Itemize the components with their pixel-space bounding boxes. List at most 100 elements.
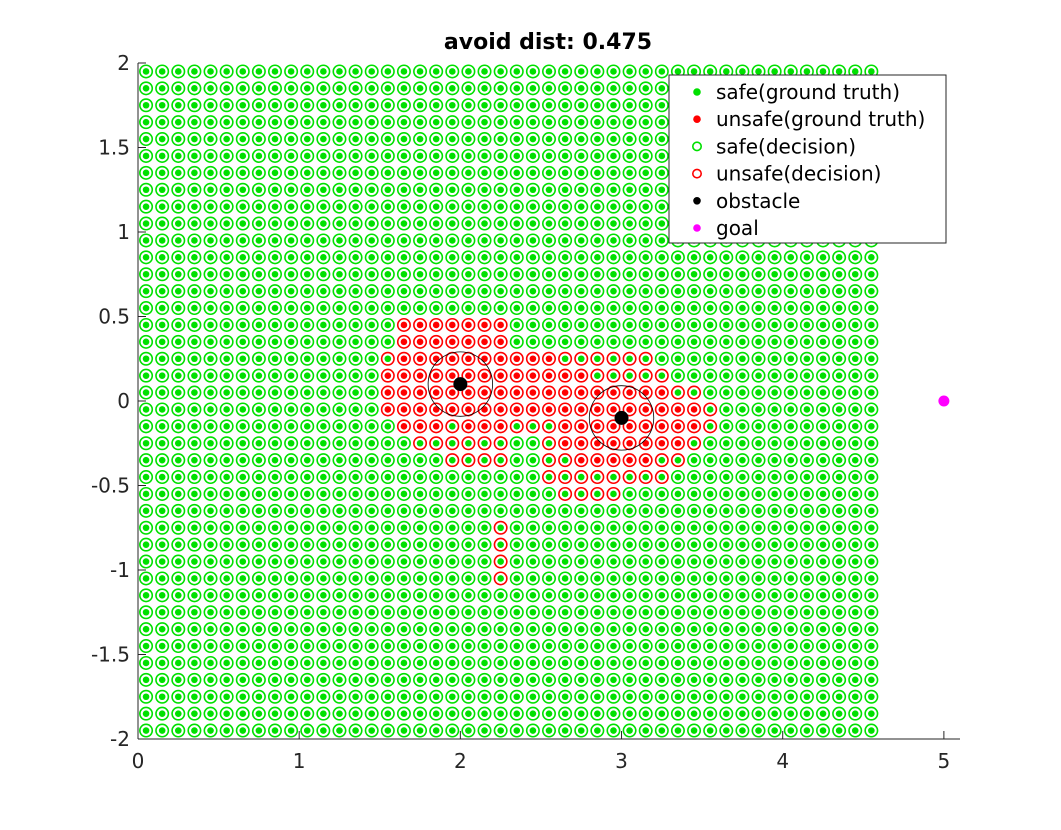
ground-truth-dot [448,287,456,295]
ground-truth-dot [352,558,359,565]
ground-truth-dot [384,456,392,464]
ground-truth-dot [545,642,553,650]
ground-truth-dot [400,287,408,295]
decision-ring [235,537,250,552]
decision-ring [687,436,702,451]
ground-truth-dot [626,473,633,481]
ground-truth-dot [545,625,553,633]
ground-truth-dot [384,338,392,346]
ground-truth-dot [771,68,778,75]
ground-truth-dot [851,642,859,650]
ground-truth-dot [384,118,392,126]
ground-truth-dot [722,524,730,532]
ground-truth-dot [739,338,746,346]
decision-ring [783,503,798,518]
ground-truth-dot [755,321,762,329]
decision-ring [380,267,395,282]
decision-ring [654,98,669,113]
decision-ring [235,655,250,670]
decision-ring [316,470,331,485]
ground-truth-dot [174,507,182,515]
ground-truth-dot [207,389,214,396]
ground-truth-dot [497,372,504,379]
ground-truth-dot [771,473,778,481]
decision-ring [461,334,476,349]
ground-truth-dot [803,541,811,548]
ground-truth-dot [690,625,698,633]
decision-ring [687,402,702,417]
decision-ring [783,706,798,721]
ground-truth-dot [368,270,376,278]
decision-ring [606,250,621,265]
decision-ring [558,368,573,383]
decision-ring [332,64,347,79]
ground-truth-dot [851,439,859,447]
ground-truth-dot [642,372,650,379]
decision-ring [284,301,299,316]
decision-ring [445,165,460,180]
ground-truth-dot [384,101,392,109]
ground-truth-dot [255,625,263,633]
decision-ring [461,571,476,586]
decision-ring [590,115,605,130]
decision-ring [445,622,460,637]
ground-truth-dot [368,68,376,75]
ground-truth-dot [529,693,537,701]
decision-ring [251,132,266,147]
decision-ring [413,115,428,130]
ground-truth-dot [481,304,488,312]
decision-ring [654,622,669,637]
decision-ring [525,436,540,451]
decision-ring [751,470,766,485]
decision-ring [445,419,460,434]
ground-truth-dot [320,186,327,194]
ground-truth-dot [465,68,472,75]
decision-ring [864,419,879,434]
ground-truth-dot [819,541,827,548]
decision-ring [638,317,653,332]
ground-truth-dot [739,625,746,633]
ground-truth-dot [207,507,214,515]
legend-marker [691,168,702,179]
ground-truth-dot [529,676,537,684]
decision-ring [396,301,411,316]
ground-truth-dot [303,592,311,599]
ground-truth-dot [626,456,633,464]
decision-ring [235,368,250,383]
decision-ring [396,351,411,366]
ground-truth-dot [674,473,682,481]
decision-ring [461,672,476,687]
decision-ring [558,385,573,400]
ground-truth-dot [400,727,408,734]
ground-truth-dot [416,676,424,684]
decision-ring [284,385,299,400]
decision-ring [396,537,411,552]
ground-truth-dot [191,524,198,532]
ground-truth-dot [610,270,617,278]
decision-ring [396,216,411,231]
ground-truth-dot [787,693,795,701]
ground-truth-dot [497,727,504,734]
ground-truth-dot [207,710,214,717]
decision-ring [670,672,685,687]
decision-ring [171,571,186,586]
ground-truth-dot [755,625,762,633]
ground-truth-dot [803,423,811,430]
decision-ring [219,334,234,349]
decision-ring [364,402,379,417]
ground-truth-dot [706,676,714,684]
ground-truth-dot [739,608,746,616]
ground-truth-dot [626,676,633,684]
decision-ring [703,284,718,299]
ground-truth-dot [432,287,440,295]
decision-ring [413,368,428,383]
decision-ring [413,182,428,197]
decision-ring [654,639,669,654]
decision-ring [815,284,830,299]
decision-ring [832,317,847,332]
decision-ring [139,639,154,654]
ground-truth-dot [481,389,488,396]
ground-truth-dot [803,507,811,515]
ground-truth-dot [690,321,698,329]
ground-truth-dot [239,321,247,329]
